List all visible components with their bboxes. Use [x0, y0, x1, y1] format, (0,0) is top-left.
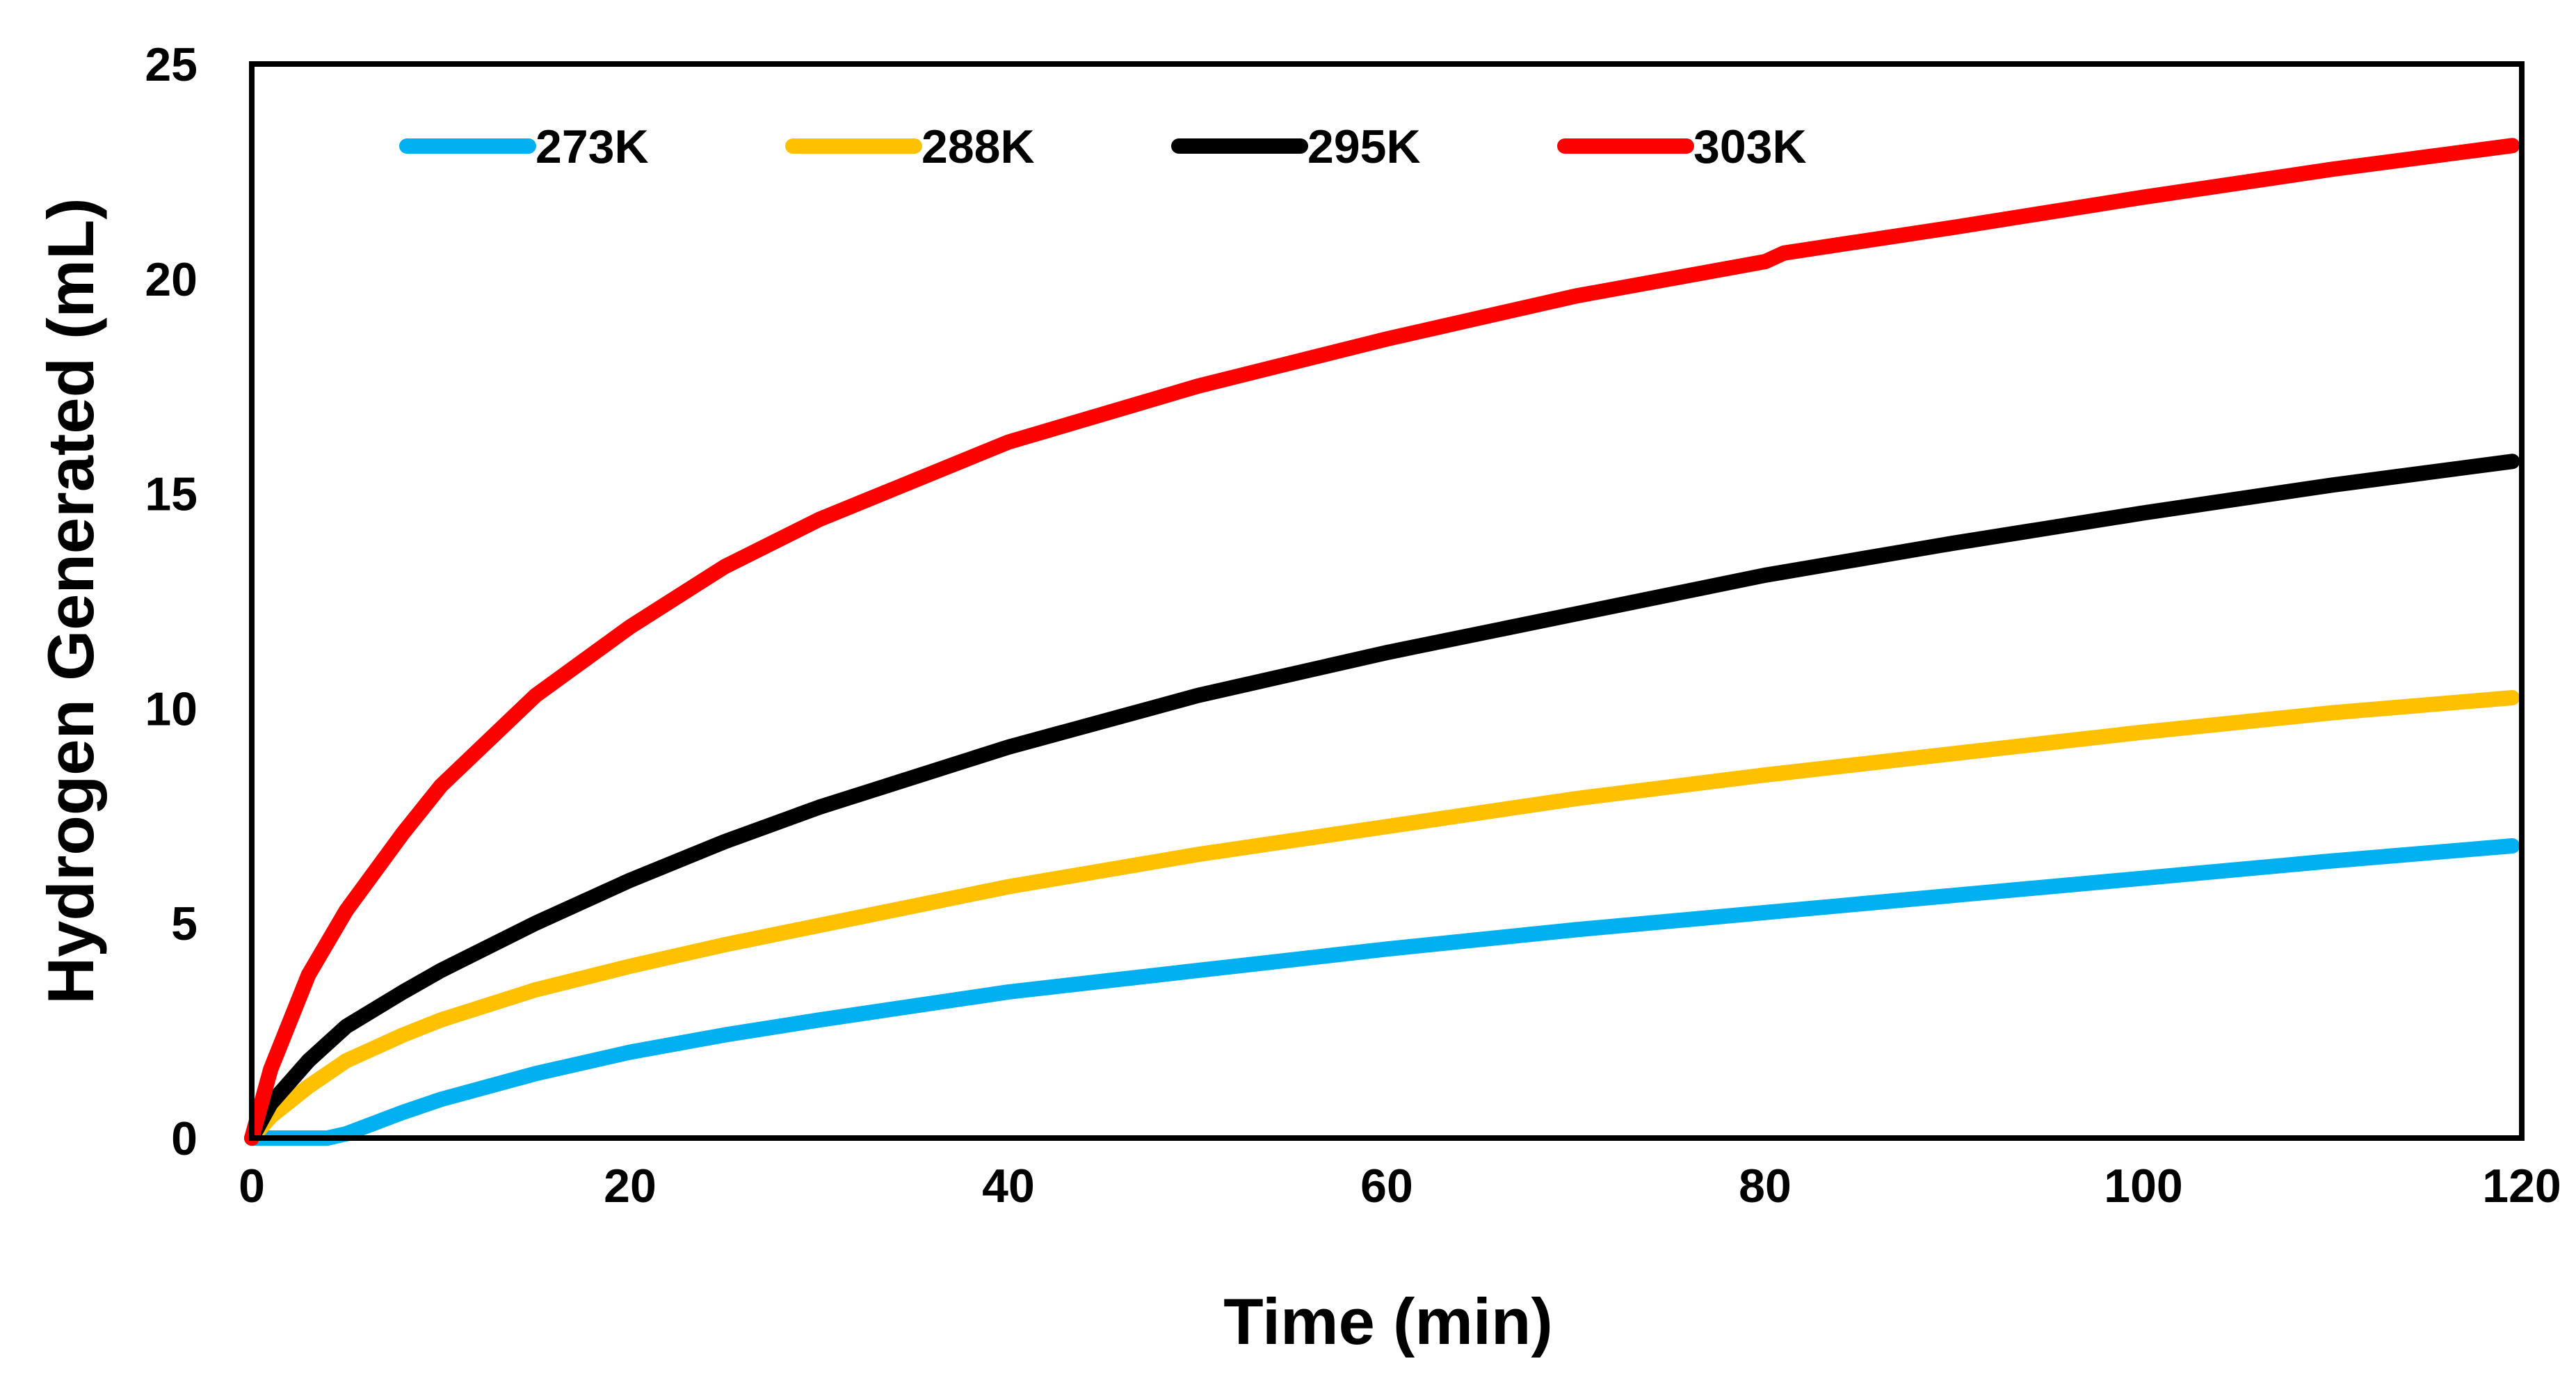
x-tick-label: 100	[2104, 1160, 2182, 1212]
series-line-288k	[244, 690, 2520, 1146]
y-tick-label: 25	[145, 38, 198, 91]
y-tick-label: 5	[171, 897, 198, 950]
x-tick-label: 80	[1739, 1160, 1792, 1212]
x-axis-ticks: 0 20 40 60 80 100 120	[239, 1160, 2561, 1212]
x-tick-label: 60	[1360, 1160, 1413, 1212]
series-line-273k	[244, 838, 2520, 1146]
legend-label-303k: 303K	[1693, 120, 1807, 173]
y-axis-title: Hydrogen Generated (mL)	[34, 198, 107, 1004]
y-tick-label: 0	[171, 1112, 198, 1165]
series-line-303k	[244, 138, 2520, 1146]
series-line-295k	[244, 454, 2520, 1146]
legend-label-273k: 273K	[536, 120, 649, 173]
x-tick-label: 0	[239, 1160, 265, 1212]
y-tick-label: 10	[145, 682, 198, 735]
y-axis-ticks: 0 5 10 15 20 25	[145, 38, 198, 1165]
legend-label-295k: 295K	[1307, 120, 1421, 173]
y-tick-label: 20	[145, 253, 198, 306]
plot-area-frame	[249, 61, 2525, 1141]
x-tick-label: 40	[982, 1160, 1035, 1212]
x-tick-label: 120	[2482, 1160, 2561, 1212]
legend-label-288k: 288K	[921, 120, 1035, 173]
y-tick-label: 15	[145, 468, 198, 521]
x-tick-label: 20	[604, 1160, 657, 1212]
legend: 273K 288K 295K 303K	[399, 120, 1807, 173]
series-lines	[244, 138, 2520, 1146]
x-axis-title: Time (min)	[1223, 1285, 1553, 1358]
